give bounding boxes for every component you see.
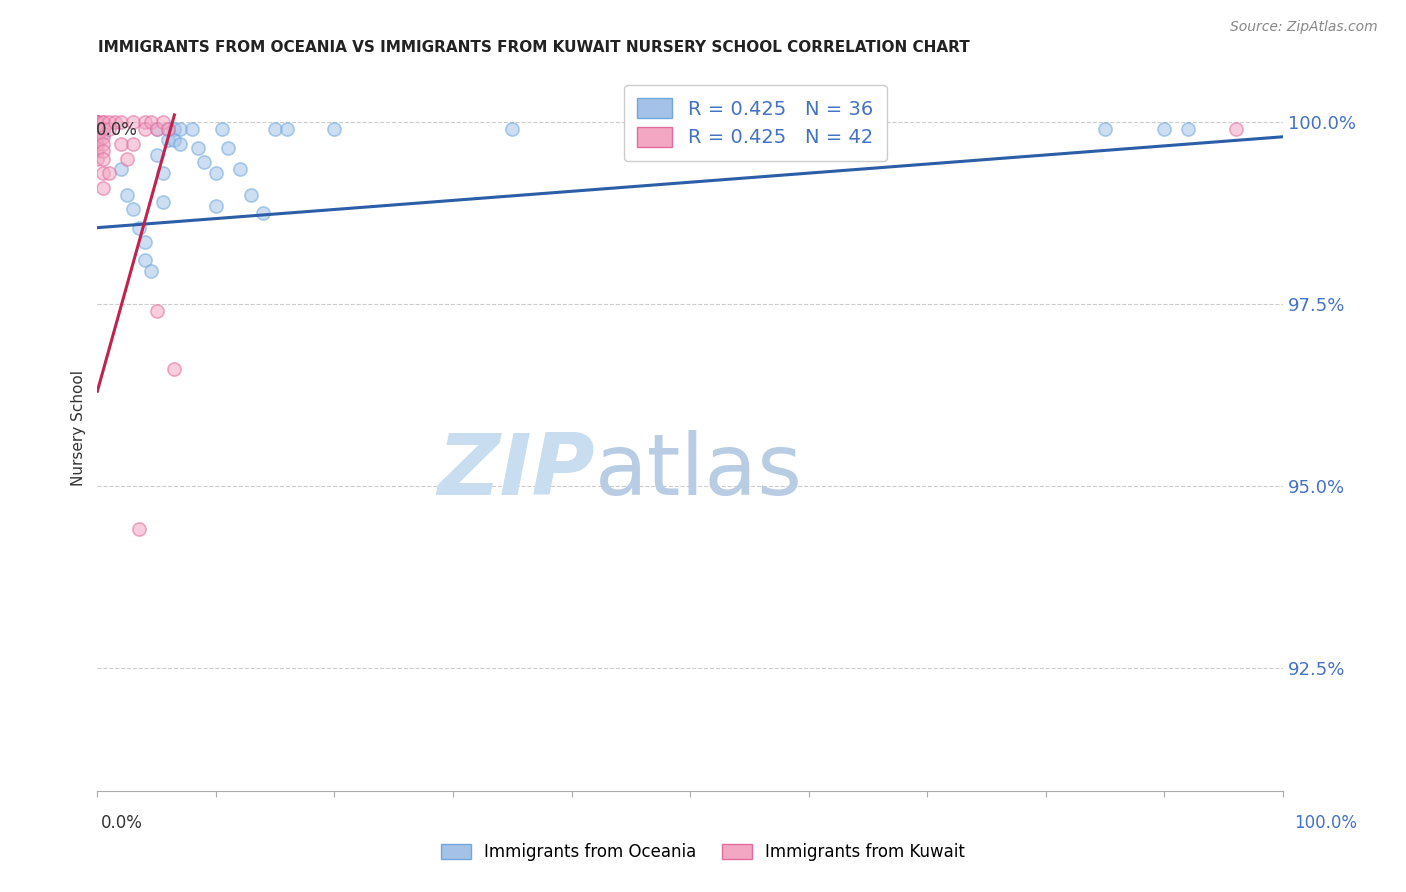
Point xyxy=(145,122,167,136)
Point xyxy=(157,122,180,136)
Point xyxy=(122,202,145,217)
Point xyxy=(91,115,114,129)
Point xyxy=(86,152,108,166)
Point xyxy=(134,115,156,129)
Point xyxy=(139,264,162,278)
Point xyxy=(152,115,174,129)
Text: atlas: atlas xyxy=(595,430,803,513)
Point xyxy=(145,304,167,318)
Point xyxy=(91,122,114,136)
Point xyxy=(139,115,162,129)
Point xyxy=(86,145,108,159)
Point xyxy=(86,115,108,129)
Text: 0.0%: 0.0% xyxy=(101,814,143,831)
Point xyxy=(252,206,274,220)
Point xyxy=(86,115,108,129)
Point xyxy=(91,136,114,151)
Point xyxy=(104,115,127,129)
Point xyxy=(152,195,174,210)
Point xyxy=(91,180,114,194)
Text: 0.0%: 0.0% xyxy=(96,121,138,139)
Point xyxy=(110,162,132,177)
Point xyxy=(134,253,156,268)
Point xyxy=(115,188,138,202)
Point xyxy=(181,122,204,136)
Point xyxy=(163,122,186,136)
Point xyxy=(91,129,114,144)
Point xyxy=(157,133,180,147)
Legend: Immigrants from Oceania, Immigrants from Kuwait: Immigrants from Oceania, Immigrants from… xyxy=(434,837,972,868)
Point xyxy=(501,122,523,136)
Point xyxy=(122,136,145,151)
Text: IMMIGRANTS FROM OCEANIA VS IMMIGRANTS FROM KUWAIT NURSERY SCHOOL CORRELATION CHA: IMMIGRANTS FROM OCEANIA VS IMMIGRANTS FR… xyxy=(98,40,970,55)
Point xyxy=(91,126,114,140)
Point xyxy=(193,155,215,169)
Point xyxy=(157,122,180,136)
Point xyxy=(86,115,108,129)
Point xyxy=(86,115,108,129)
Point xyxy=(86,129,108,144)
Point xyxy=(110,136,132,151)
Point xyxy=(1177,122,1199,136)
Point xyxy=(1153,122,1175,136)
Point xyxy=(152,166,174,180)
Text: Source: ZipAtlas.com: Source: ZipAtlas.com xyxy=(1230,21,1378,34)
Point xyxy=(91,152,114,166)
Point xyxy=(98,166,121,180)
Point xyxy=(134,235,156,250)
Point xyxy=(217,141,239,155)
Point xyxy=(1225,122,1247,136)
Point xyxy=(86,115,108,129)
Point xyxy=(86,122,108,136)
Point xyxy=(86,122,108,136)
Point xyxy=(145,122,167,136)
Point xyxy=(91,145,114,159)
Text: 100.0%: 100.0% xyxy=(1294,814,1357,831)
Point xyxy=(98,122,121,136)
Y-axis label: Nursery School: Nursery School xyxy=(72,369,86,485)
Point xyxy=(205,199,228,213)
Point xyxy=(163,133,186,147)
Point xyxy=(211,122,233,136)
Point xyxy=(169,122,191,136)
Point xyxy=(91,166,114,180)
Point xyxy=(86,136,108,151)
Point xyxy=(163,362,186,376)
Point xyxy=(91,122,114,136)
Point xyxy=(134,122,156,136)
Point xyxy=(145,148,167,162)
Point xyxy=(323,122,346,136)
Point xyxy=(276,122,298,136)
Point xyxy=(205,166,228,180)
Point xyxy=(115,152,138,166)
Point xyxy=(1094,122,1116,136)
Point xyxy=(128,523,150,537)
Point xyxy=(86,129,108,144)
Text: ZIP: ZIP xyxy=(437,430,595,513)
Point xyxy=(187,141,209,155)
Point xyxy=(98,115,121,129)
Point xyxy=(86,136,108,151)
Point xyxy=(228,162,250,177)
Point xyxy=(169,136,191,151)
Point xyxy=(128,220,150,235)
Point xyxy=(91,115,114,129)
Point xyxy=(856,122,879,136)
Point xyxy=(122,115,145,129)
Point xyxy=(240,188,263,202)
Legend: R = 0.425   N = 36, R = 0.425   N = 42: R = 0.425 N = 36, R = 0.425 N = 42 xyxy=(624,85,887,161)
Point xyxy=(264,122,287,136)
Point xyxy=(110,115,132,129)
